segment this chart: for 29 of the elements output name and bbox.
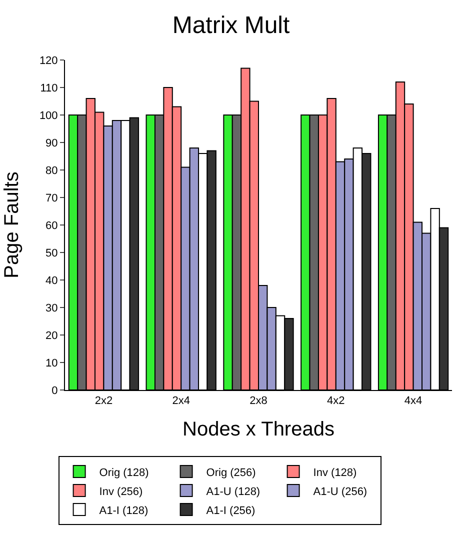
y-tick-label: 0 <box>52 384 58 397</box>
x-axis-title: Nodes x Threads <box>182 418 334 441</box>
y-axis-title: Page Faults <box>0 172 23 278</box>
y-tick-label: 120 <box>39 54 58 67</box>
y-tick-label: 110 <box>40 82 58 94</box>
x-tick-label: 2x4 <box>172 395 190 408</box>
y-tick-label: 60 <box>46 220 58 232</box>
y-tick-label: 90 <box>46 137 58 150</box>
y-tick-label: 40 <box>46 274 58 287</box>
chart-title: Matrix Mult <box>172 12 290 39</box>
x-tick-label: 2x8 <box>250 395 268 408</box>
y-tick-label: 30 <box>46 302 58 314</box>
legend-label: Orig (256) <box>206 466 256 479</box>
legend-label: A1-I (128) <box>99 504 148 517</box>
legend-label: A1-U (256) <box>313 486 368 498</box>
y-tick-label: 70 <box>46 192 58 204</box>
legend-label: A1-U (128) <box>206 486 260 498</box>
y-tick-label: 100 <box>39 110 58 122</box>
y-tick-label: 10 <box>46 357 58 370</box>
legend-label: A1-I (256) <box>206 504 256 517</box>
legend-label: Inv (128) <box>313 466 357 479</box>
x-tick-label: 4x2 <box>327 395 345 408</box>
legend-label: Inv (256) <box>99 486 143 498</box>
x-tick-label: 2x2 <box>94 395 113 408</box>
y-tick-label: 80 <box>46 164 58 177</box>
y-tick-label: 50 <box>46 247 58 260</box>
legend-label: Orig (128) <box>99 466 149 479</box>
y-tick-label: 20 <box>46 330 58 342</box>
x-tick-label: 4x4 <box>404 395 422 408</box>
